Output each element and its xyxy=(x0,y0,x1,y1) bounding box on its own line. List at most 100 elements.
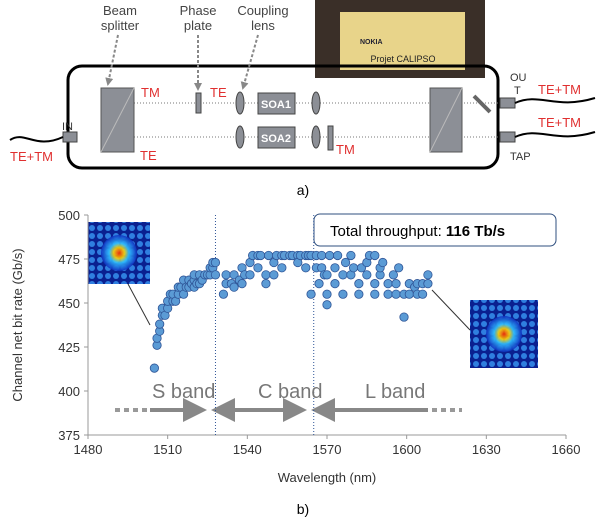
connector xyxy=(63,132,77,142)
point xyxy=(156,320,164,328)
point xyxy=(323,290,331,298)
y-tick-label: 425 xyxy=(58,340,80,355)
point xyxy=(222,271,230,279)
signal-label: TE xyxy=(140,148,157,163)
point xyxy=(302,264,310,272)
annotation: Total throughput: 116 Tb/s xyxy=(330,223,505,240)
point xyxy=(256,251,264,259)
port-label: OU xyxy=(510,72,527,84)
point xyxy=(278,264,286,272)
point xyxy=(270,271,278,279)
point xyxy=(371,279,379,287)
y-axis-label: Channel net bit rate (Gb/s) xyxy=(10,248,25,401)
leader xyxy=(432,290,470,330)
point xyxy=(262,271,270,279)
photo-logo: NOKIA xyxy=(360,39,383,46)
leader xyxy=(128,284,150,325)
mirror xyxy=(474,96,490,112)
x-tick-label: 1570 xyxy=(313,442,342,457)
label: Phase xyxy=(180,3,217,18)
point xyxy=(238,279,246,287)
point xyxy=(371,251,379,259)
point xyxy=(405,290,413,298)
signal-label: TM xyxy=(336,142,355,157)
y-tick-label: 475 xyxy=(58,252,80,267)
label: splitter xyxy=(101,18,140,33)
photo-label: Projet CALIPSO xyxy=(370,54,435,64)
signal-label: TE+TM xyxy=(538,115,581,130)
point xyxy=(230,283,238,291)
band-label: S band xyxy=(152,381,215,403)
point xyxy=(211,271,219,279)
phase-plate xyxy=(328,126,333,150)
point xyxy=(395,264,403,272)
point xyxy=(331,264,339,272)
label: lens xyxy=(251,18,275,33)
port-label: TAP xyxy=(510,151,531,163)
point xyxy=(418,290,426,298)
point xyxy=(347,251,355,259)
y-tick-label: 400 xyxy=(58,384,80,399)
point xyxy=(384,290,392,298)
connector xyxy=(500,98,515,108)
point xyxy=(323,301,331,309)
y-tick-label: 500 xyxy=(58,208,80,223)
point xyxy=(341,258,349,266)
point xyxy=(262,279,270,287)
x-tick-label: 1660 xyxy=(552,442,581,457)
figure: NOKIA Projet CALIPSO SOA1 SOA2 Beam spli… xyxy=(0,0,600,519)
lens xyxy=(236,92,244,114)
fiber xyxy=(515,132,595,137)
point xyxy=(371,290,379,298)
chart: Channel net bit rate (Gb/s) Wavelength (… xyxy=(10,208,580,517)
point xyxy=(150,364,158,372)
point xyxy=(331,279,339,287)
point xyxy=(363,271,371,279)
y-tick-label: 375 xyxy=(58,428,80,443)
band-label: L band xyxy=(365,381,425,403)
mode-center xyxy=(101,235,137,271)
soa-label: SOA2 xyxy=(261,133,291,145)
point xyxy=(355,290,363,298)
point xyxy=(389,271,397,279)
point xyxy=(317,251,325,259)
point xyxy=(392,290,400,298)
mode-center xyxy=(486,316,522,352)
port-label: T xyxy=(514,85,521,97)
point xyxy=(339,290,347,298)
point xyxy=(246,271,254,279)
annotation-bold: 116 Tb/s xyxy=(446,223,505,240)
point xyxy=(325,251,333,259)
point xyxy=(384,279,392,287)
point xyxy=(307,290,315,298)
x-tick-label: 1540 xyxy=(233,442,262,457)
pointer xyxy=(108,35,118,84)
point xyxy=(349,264,357,272)
x-axis-label: Wavelength (nm) xyxy=(278,470,377,485)
pointer xyxy=(243,35,258,88)
signal-label: TE+TM xyxy=(538,82,581,97)
point xyxy=(392,279,400,287)
lens xyxy=(312,126,320,148)
lens xyxy=(312,92,320,114)
band-label: C band xyxy=(258,381,323,403)
lens xyxy=(236,126,244,148)
point xyxy=(424,271,432,279)
diagram: NOKIA Projet CALIPSO SOA1 SOA2 Beam spli… xyxy=(10,0,595,198)
x-tick-label: 1600 xyxy=(392,442,421,457)
annotation-text: Total throughput: xyxy=(330,223,446,240)
port-label: IN xyxy=(62,121,73,133)
point xyxy=(355,279,363,287)
x-tick-label: 1510 xyxy=(153,442,182,457)
caption: b) xyxy=(297,501,309,517)
caption: a) xyxy=(297,182,309,198)
label: Beam xyxy=(103,3,137,18)
x-tick-label: 1630 xyxy=(472,442,501,457)
point xyxy=(424,279,432,287)
label: plate xyxy=(184,18,212,33)
signal-label: TE+TM xyxy=(10,149,53,164)
point xyxy=(339,271,347,279)
signal-label: TM xyxy=(141,85,160,100)
point xyxy=(323,271,331,279)
phase-plate xyxy=(196,93,201,113)
